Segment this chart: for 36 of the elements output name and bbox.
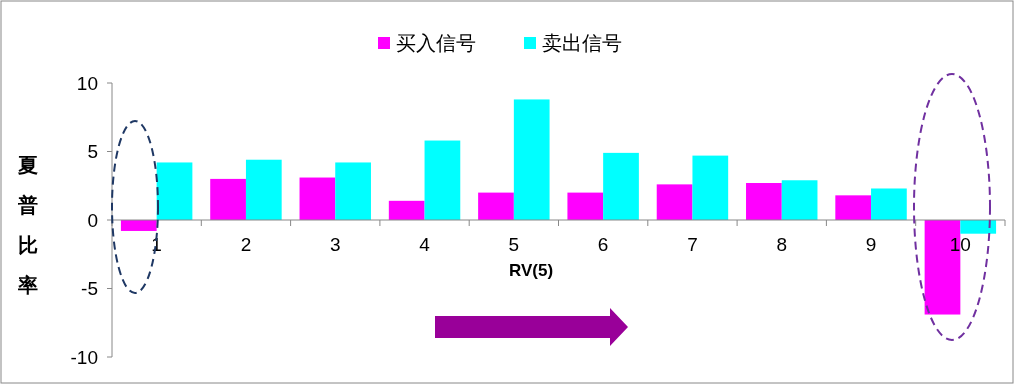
bar — [210, 178, 246, 220]
x-tick-label: 6 — [597, 234, 609, 255]
y-tick-label: 10 — [76, 72, 98, 94]
y-tick-label: -10 — [70, 346, 98, 368]
bar — [245, 159, 282, 220]
x-tick-label: 4 — [419, 234, 431, 255]
bar — [781, 180, 818, 220]
x-axis-title: RV(5) — [508, 261, 554, 280]
x-tick-label: 3 — [329, 234, 341, 255]
bar — [835, 195, 872, 220]
bar — [656, 184, 693, 220]
bar — [388, 200, 425, 220]
y-tick-label: 0 — [87, 209, 98, 231]
bar — [960, 220, 997, 234]
y-axis-title: 夏普比率 — [17, 154, 38, 296]
x-tick-label: 7 — [687, 234, 698, 255]
bar — [156, 162, 193, 220]
bar — [603, 152, 639, 220]
bar — [120, 220, 157, 231]
bar — [746, 183, 782, 220]
x-tick-label: 5 — [508, 234, 520, 255]
bar — [424, 140, 461, 220]
y-tick-label: 5 — [87, 141, 98, 163]
bar — [692, 155, 729, 220]
bar — [335, 162, 371, 220]
x-tick-label: 9 — [865, 234, 877, 255]
bar — [478, 192, 514, 220]
x-tick-label: 8 — [776, 234, 788, 255]
y-tick-label: -5 — [81, 278, 98, 300]
x-tick-label: 2 — [240, 234, 252, 255]
bar — [513, 99, 550, 220]
bar — [567, 192, 604, 220]
legend-label: 买入信号 — [396, 32, 476, 54]
legend-label: 卖出信号 — [542, 32, 622, 54]
bar — [299, 177, 336, 220]
bar — [871, 188, 907, 220]
